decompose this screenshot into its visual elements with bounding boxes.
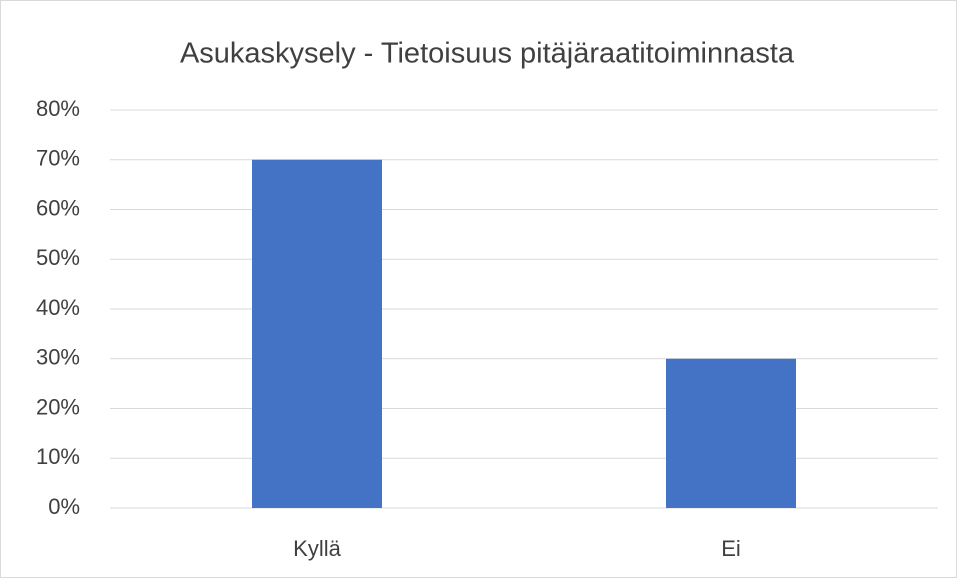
y-tick-label: 70%	[36, 146, 80, 171]
x-tick-label: Kyllä	[293, 536, 341, 561]
x-tick-label: Ei	[721, 536, 741, 561]
y-tick-label: 10%	[36, 444, 80, 469]
y-tick-label: 20%	[36, 394, 80, 419]
bar	[252, 159, 382, 508]
y-tick-label: 50%	[36, 245, 80, 270]
y-tick-label: 80%	[36, 96, 80, 121]
y-tick-label: 0%	[48, 494, 80, 519]
bar	[666, 358, 796, 508]
y-tick-label: 30%	[36, 345, 80, 370]
y-tick-label: 60%	[36, 195, 80, 220]
y-tick-label: 40%	[36, 295, 80, 320]
chart-title: Asukaskysely - Tietoisuus pitäjäraatitoi…	[180, 38, 795, 70]
